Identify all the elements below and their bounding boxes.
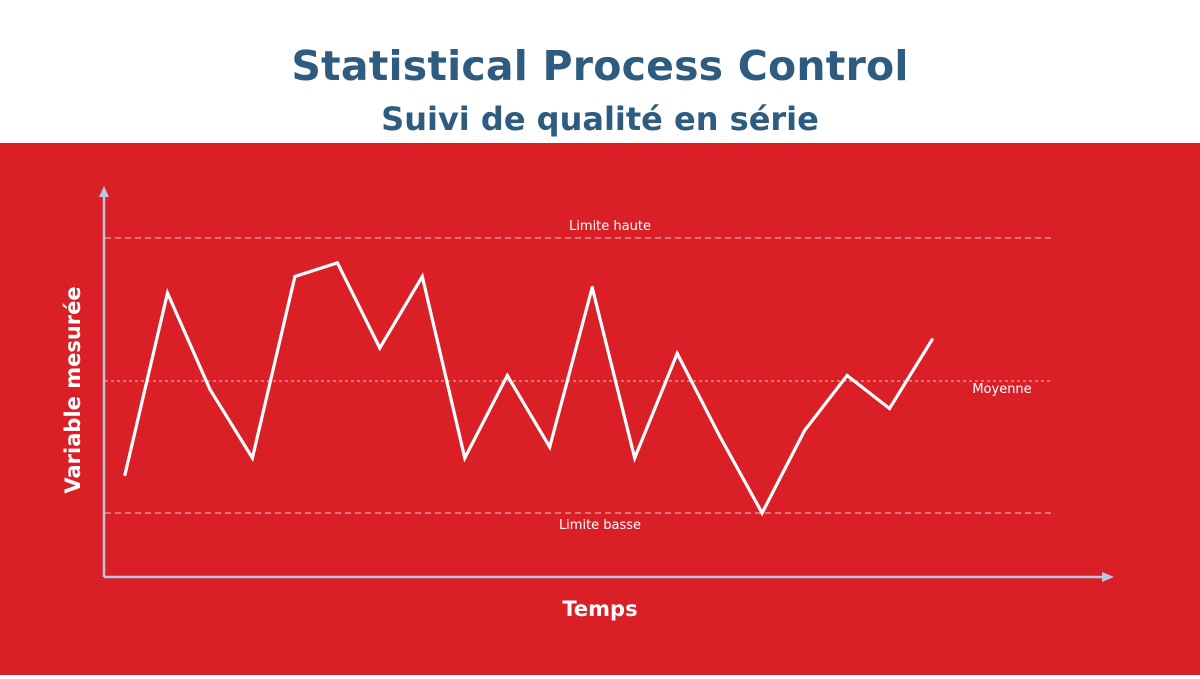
chart-background	[0, 143, 1200, 675]
y-axis-arrow-icon	[99, 186, 109, 197]
data-point	[548, 445, 552, 449]
data-point	[250, 456, 254, 460]
mean-label: Moyenne	[972, 382, 1031, 397]
chart-panel: Limite haute Moyenne Limite basse Temps …	[0, 143, 1200, 675]
data-point	[930, 338, 934, 342]
axes	[99, 186, 1114, 582]
data-point	[590, 285, 594, 290]
series-measurements	[123, 260, 934, 517]
data-point	[803, 428, 807, 433]
y-axis-label: Variable mesurée	[61, 286, 85, 493]
chart-subtitle: Suivi de qualité en série	[381, 100, 819, 138]
data-point	[123, 472, 127, 477]
data-point	[165, 291, 170, 295]
data-point	[633, 456, 637, 460]
data-point	[675, 351, 679, 356]
lower-limit-label: Limite basse	[559, 518, 641, 533]
data-point	[718, 434, 722, 438]
data-point	[378, 346, 382, 350]
chart-title: Statistical Process Control	[291, 42, 909, 90]
data-point	[845, 373, 849, 378]
x-axis-arrow-icon	[1102, 572, 1114, 582]
upper-limit-label: Limite haute	[569, 219, 651, 234]
data-point	[208, 387, 212, 391]
x-axis-label: Temps	[562, 597, 637, 621]
data-point	[293, 274, 297, 279]
data-point	[463, 456, 467, 460]
data-point	[335, 261, 339, 265]
slide-header: Statistical Process Control Suivi de qua…	[0, 0, 1200, 143]
data-point	[420, 274, 424, 279]
data-point	[760, 511, 764, 515]
spc-chart: Limite haute Moyenne Limite basse Temps …	[0, 143, 1200, 675]
reference-lines: Limite haute Moyenne Limite basse	[105, 219, 1052, 533]
series-line	[123, 260, 934, 517]
data-point	[887, 406, 892, 411]
data-point	[505, 373, 509, 378]
